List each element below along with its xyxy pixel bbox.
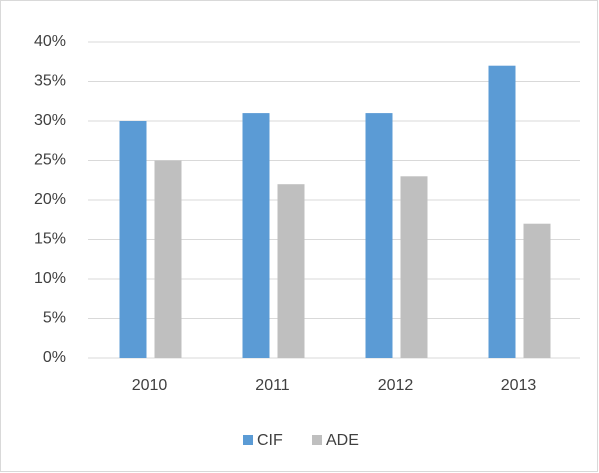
bar [400, 176, 428, 358]
y-tick-label: 15% [34, 231, 66, 248]
y-tick-label: 40% [34, 33, 66, 50]
y-tick-label: 35% [34, 73, 66, 90]
legend-swatch [312, 435, 322, 445]
bar [242, 113, 270, 358]
x-tick-label: 2012 [378, 377, 414, 394]
bar [277, 184, 305, 358]
bar [523, 223, 551, 358]
bar [488, 65, 516, 358]
legend-label: CIF [257, 432, 283, 449]
x-tick-label: 2013 [501, 377, 537, 394]
y-tick-label: 20% [34, 191, 66, 208]
y-tick-label: 5% [43, 310, 66, 327]
bar [154, 160, 182, 358]
legend-swatch [243, 435, 253, 445]
y-tick-label: 25% [34, 152, 66, 169]
y-tick-label: 30% [34, 112, 66, 129]
x-tick-label: 2011 [255, 377, 290, 394]
x-tick-label: 2010 [132, 377, 168, 394]
legend-label: ADE [326, 432, 359, 449]
y-tick-label: 10% [34, 270, 66, 287]
y-tick-label: 0% [43, 349, 66, 366]
bar [365, 113, 393, 358]
bar [119, 121, 147, 358]
